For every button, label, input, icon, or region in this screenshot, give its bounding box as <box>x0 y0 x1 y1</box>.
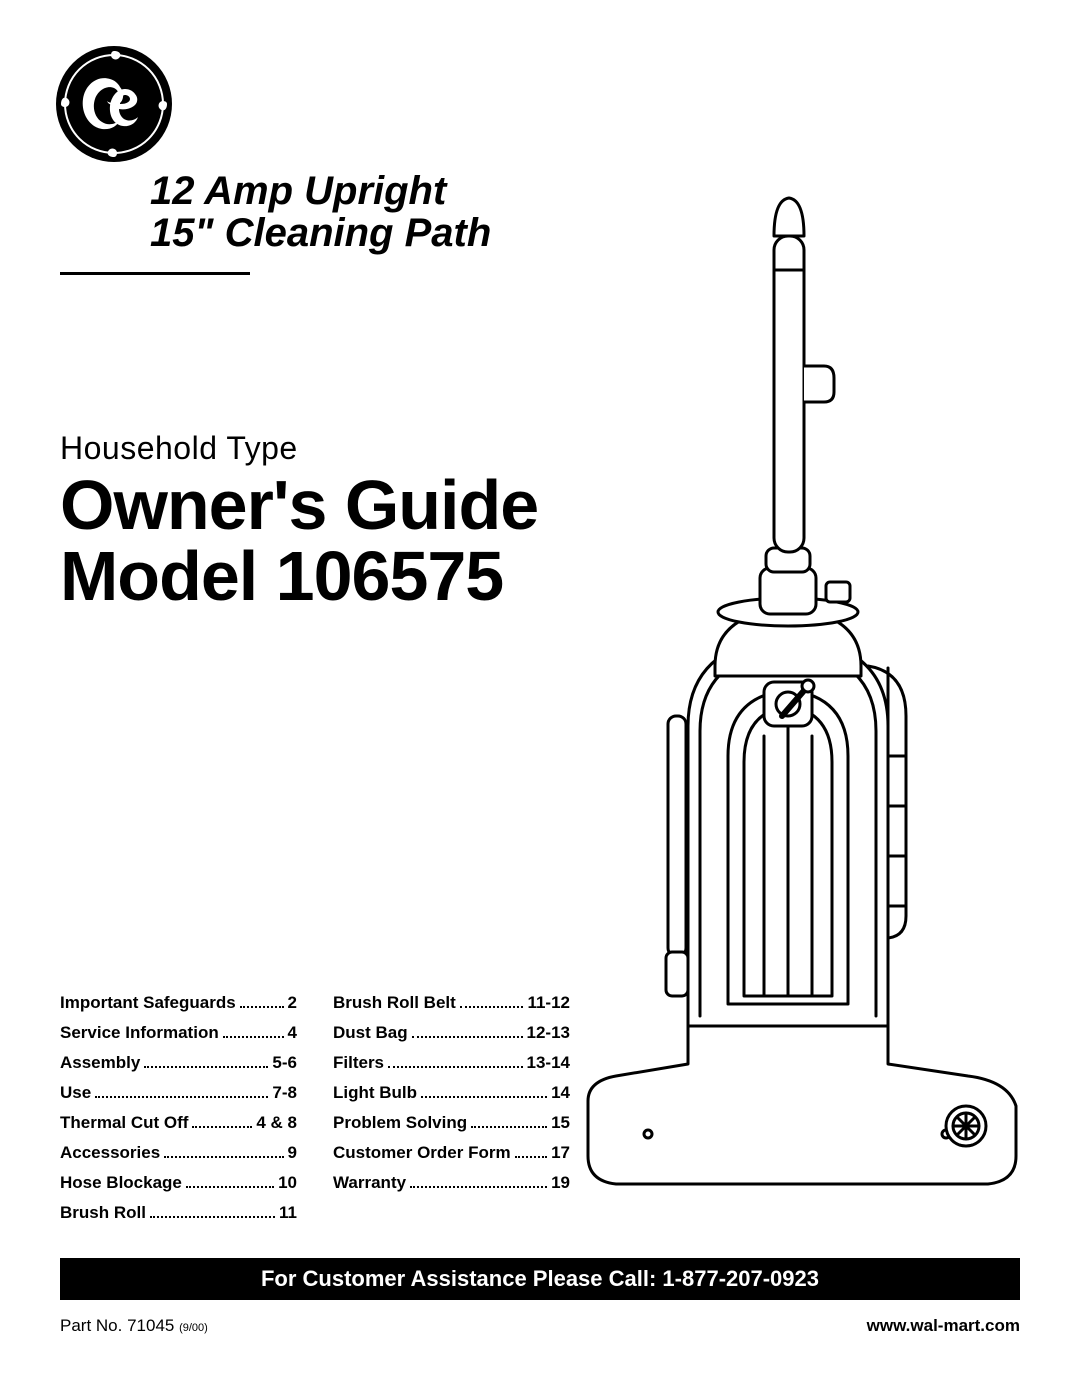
page: 12 Amp Upright 15" Cleaning Path Househo… <box>0 0 1080 1397</box>
toc-leader <box>388 1066 522 1068</box>
toc-label: Problem Solving <box>333 1108 467 1138</box>
toc-page: 9 <box>288 1138 297 1168</box>
toc-column-2: Brush Roll Belt 11-12 Dust Bag 12-13 Filte… <box>333 988 570 1228</box>
toc-label: Service Information <box>60 1018 219 1048</box>
toc-leader <box>192 1126 252 1128</box>
toc-label: Dust Bag <box>333 1018 408 1048</box>
household-type-label: Household Type <box>60 430 298 467</box>
toc-row: Filters 13-14 <box>333 1048 570 1078</box>
toc-label: Light Bulb <box>333 1078 417 1108</box>
toc-row: Assembly 5-6 <box>60 1048 297 1078</box>
toc-page: 11-12 <box>527 988 570 1018</box>
toc-leader <box>186 1186 274 1188</box>
toc-label: Customer Order Form <box>333 1138 511 1168</box>
toc-leader <box>471 1126 547 1128</box>
website-url: www.wal-mart.com <box>867 1316 1020 1336</box>
toc-leader <box>150 1216 275 1218</box>
toc-label: Thermal Cut Off <box>60 1108 188 1138</box>
toc-leader <box>410 1186 547 1188</box>
toc-page: 13-14 <box>527 1048 570 1078</box>
toc-page: 10 <box>278 1168 297 1198</box>
headline-line-2: 15" Cleaning Path <box>150 212 491 254</box>
title-line-1: Owner's Guide <box>60 470 538 541</box>
toc-label: Brush Roll Belt <box>333 988 456 1018</box>
toc-column-1: Important Safeguards 2 Service Informatio… <box>60 988 297 1228</box>
toc-label: Filters <box>333 1048 384 1078</box>
vacuum-illustration-icon <box>568 196 1038 1241</box>
toc-leader <box>515 1156 547 1158</box>
toc-label: Brush Roll <box>60 1198 146 1228</box>
toc-leader <box>460 1006 524 1008</box>
customer-assistance-bar: For Customer Assistance Please Call: 1-8… <box>60 1258 1020 1300</box>
toc-label: Warranty <box>333 1168 406 1198</box>
toc-row: Accessories 9 <box>60 1138 297 1168</box>
toc-page: 5-6 <box>272 1048 297 1078</box>
title-line-2: Model 106575 <box>60 541 538 612</box>
product-headline: 12 Amp Upright 15" Cleaning Path <box>150 170 491 254</box>
part-number-revision: (9/00) <box>179 1322 208 1334</box>
toc-label: Assembly <box>60 1048 140 1078</box>
toc-row: Hose Blockage 10 <box>60 1168 297 1198</box>
footer-row: Part No. 71045 (9/00) www.wal-mart.com <box>60 1316 1020 1336</box>
headline-line-1: 12 Amp Upright <box>150 170 491 212</box>
toc-label: Hose Blockage <box>60 1168 182 1198</box>
toc-leader <box>412 1036 523 1038</box>
toc-row: Use 7-8 <box>60 1078 297 1108</box>
customer-assistance-text: For Customer Assistance Please Call: 1-8… <box>261 1266 819 1292</box>
toc-leader <box>144 1066 268 1068</box>
headline-rule <box>60 272 250 275</box>
document-title: Owner's Guide Model 106575 <box>60 470 538 613</box>
toc-page: 4 & 8 <box>256 1108 297 1138</box>
toc-row: Important Safeguards 2 <box>60 988 297 1018</box>
toc-page: 12-13 <box>527 1018 570 1048</box>
toc-page: 7-8 <box>272 1078 297 1108</box>
toc-row: Thermal Cut Off 4 & 8 <box>60 1108 297 1138</box>
toc-row: Customer Order Form17 <box>333 1138 570 1168</box>
toc-row: Problem Solving15 <box>333 1108 570 1138</box>
toc-leader <box>164 1156 283 1158</box>
part-number-label: Part No. 71045 <box>60 1316 174 1335</box>
toc-row: Service Information 4 <box>60 1018 297 1048</box>
ge-logo-icon <box>55 45 173 168</box>
toc-leader <box>240 1006 284 1008</box>
toc-label: Important Safeguards <box>60 988 236 1018</box>
toc-page: 11 <box>279 1198 297 1228</box>
toc-label: Use <box>60 1078 91 1108</box>
toc-row: Dust Bag 12-13 <box>333 1018 570 1048</box>
toc-row: Brush Roll Belt 11-12 <box>333 988 570 1018</box>
toc-row: Warranty19 <box>333 1168 570 1198</box>
toc-label: Accessories <box>60 1138 160 1168</box>
toc-leader <box>223 1036 284 1038</box>
toc-page: 2 <box>288 988 297 1018</box>
part-number: Part No. 71045 (9/00) <box>60 1316 208 1336</box>
toc-page: 4 <box>288 1018 297 1048</box>
toc-row: Brush Roll 11 <box>60 1198 297 1228</box>
toc-leader <box>421 1096 547 1098</box>
table-of-contents: Important Safeguards 2 Service Informatio… <box>60 988 570 1228</box>
toc-row: Light Bulb14 <box>333 1078 570 1108</box>
toc-leader <box>95 1096 268 1098</box>
